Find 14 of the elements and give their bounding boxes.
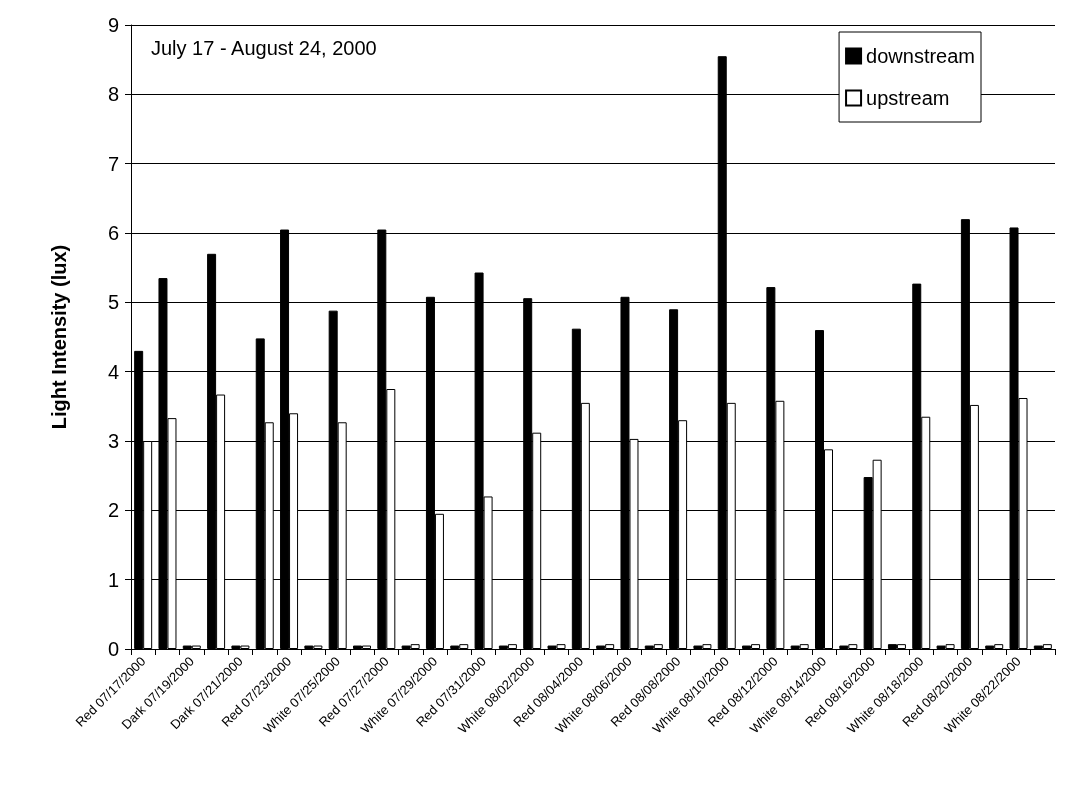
y-tick-label: 6: [107, 222, 119, 244]
y-tick-label: 0: [107, 638, 119, 660]
y-tick-label: 3: [107, 430, 119, 452]
y-tick-label: 2: [107, 499, 119, 522]
y-tick-label: 5: [107, 291, 119, 314]
legend-label: downstream: [866, 45, 975, 67]
y-tick-label: 9: [107, 14, 119, 36]
y-axis-title: Light Intensity (lux): [48, 244, 70, 430]
annotation: July 17 - August 24, 2000: [151, 37, 377, 59]
y-tick-label: 8: [107, 83, 119, 106]
legend-label: upstream: [866, 87, 950, 109]
y-tick-label: 7: [107, 152, 119, 175]
y-tick-label: 1: [107, 568, 119, 591]
y-tick-label: 4: [107, 360, 119, 383]
